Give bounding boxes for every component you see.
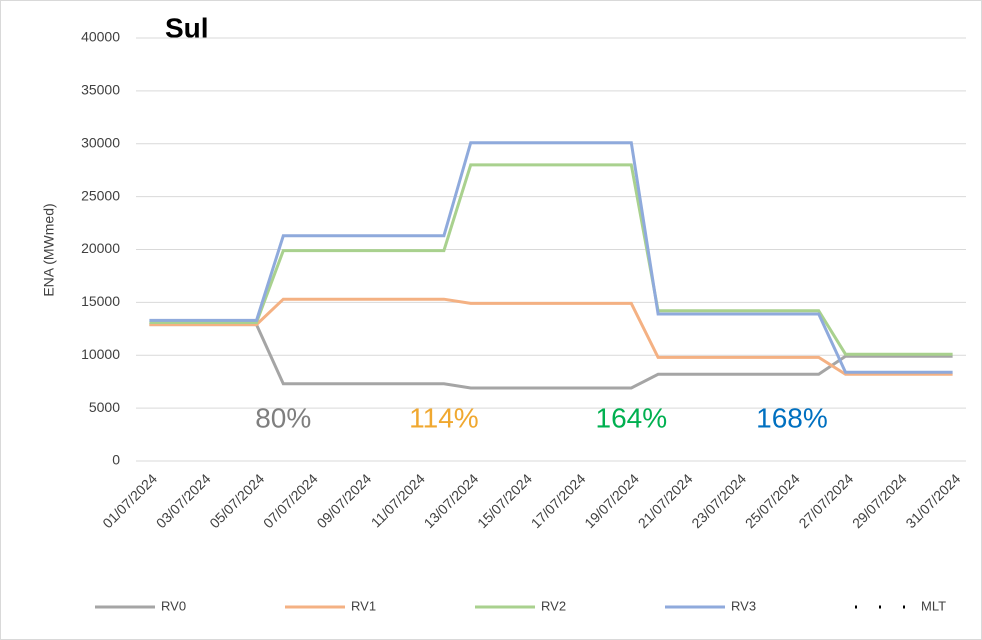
series-line <box>149 141 953 374</box>
chart-title: Sul <box>165 12 209 43</box>
y-tick-label: 0 <box>112 452 120 468</box>
annotation: 114% <box>409 402 479 433</box>
annotation: 80% <box>255 402 311 433</box>
annotation: 168% <box>756 402 828 433</box>
y-tick-label: 25000 <box>81 187 120 203</box>
series-line <box>149 163 953 356</box>
y-tick-label: 40000 <box>81 29 120 45</box>
legend-label: RV0 <box>161 598 186 613</box>
y-tick-label: 10000 <box>81 346 120 362</box>
series-line <box>149 323 953 390</box>
y-tick-label: 5000 <box>89 399 120 415</box>
y-axis-label: ENA (MWmed) <box>41 203 57 296</box>
y-tick-label: 35000 <box>81 82 120 98</box>
y-tick-label: 30000 <box>81 134 120 150</box>
y-tick-label: 15000 <box>81 293 120 309</box>
y-tick-label: 20000 <box>81 240 120 256</box>
legend-label: RV2 <box>541 598 566 613</box>
series-line <box>149 297 953 376</box>
legend-label: RV1 <box>351 598 376 613</box>
legend-label: MLT <box>921 598 946 613</box>
legend-label: RV3 <box>731 598 756 613</box>
annotation: 164% <box>596 402 668 433</box>
